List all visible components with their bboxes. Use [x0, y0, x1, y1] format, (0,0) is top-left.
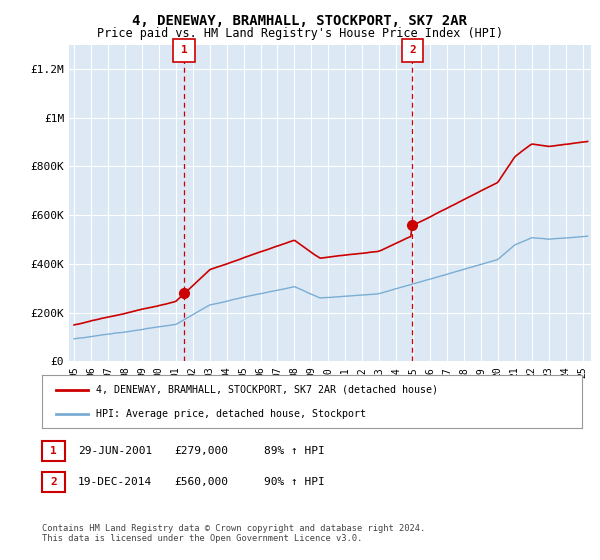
Text: £560,000: £560,000: [174, 477, 228, 487]
Text: Contains HM Land Registry data © Crown copyright and database right 2024.
This d: Contains HM Land Registry data © Crown c…: [42, 524, 425, 543]
Text: 89% ↑ HPI: 89% ↑ HPI: [264, 446, 325, 456]
Text: 2: 2: [50, 477, 57, 487]
Text: £279,000: £279,000: [174, 446, 228, 456]
Text: 2: 2: [409, 45, 416, 55]
Text: 1: 1: [181, 45, 187, 55]
Text: 29-JUN-2001: 29-JUN-2001: [78, 446, 152, 456]
Text: 4, DENEWAY, BRAMHALL, STOCKPORT, SK7 2AR (detached house): 4, DENEWAY, BRAMHALL, STOCKPORT, SK7 2AR…: [96, 385, 438, 395]
Text: 90% ↑ HPI: 90% ↑ HPI: [264, 477, 325, 487]
Text: Price paid vs. HM Land Registry's House Price Index (HPI): Price paid vs. HM Land Registry's House …: [97, 27, 503, 40]
Text: HPI: Average price, detached house, Stockport: HPI: Average price, detached house, Stoc…: [96, 409, 366, 419]
Text: 19-DEC-2014: 19-DEC-2014: [78, 477, 152, 487]
Text: 1: 1: [50, 446, 57, 456]
Text: 4, DENEWAY, BRAMHALL, STOCKPORT, SK7 2AR: 4, DENEWAY, BRAMHALL, STOCKPORT, SK7 2AR: [133, 14, 467, 28]
